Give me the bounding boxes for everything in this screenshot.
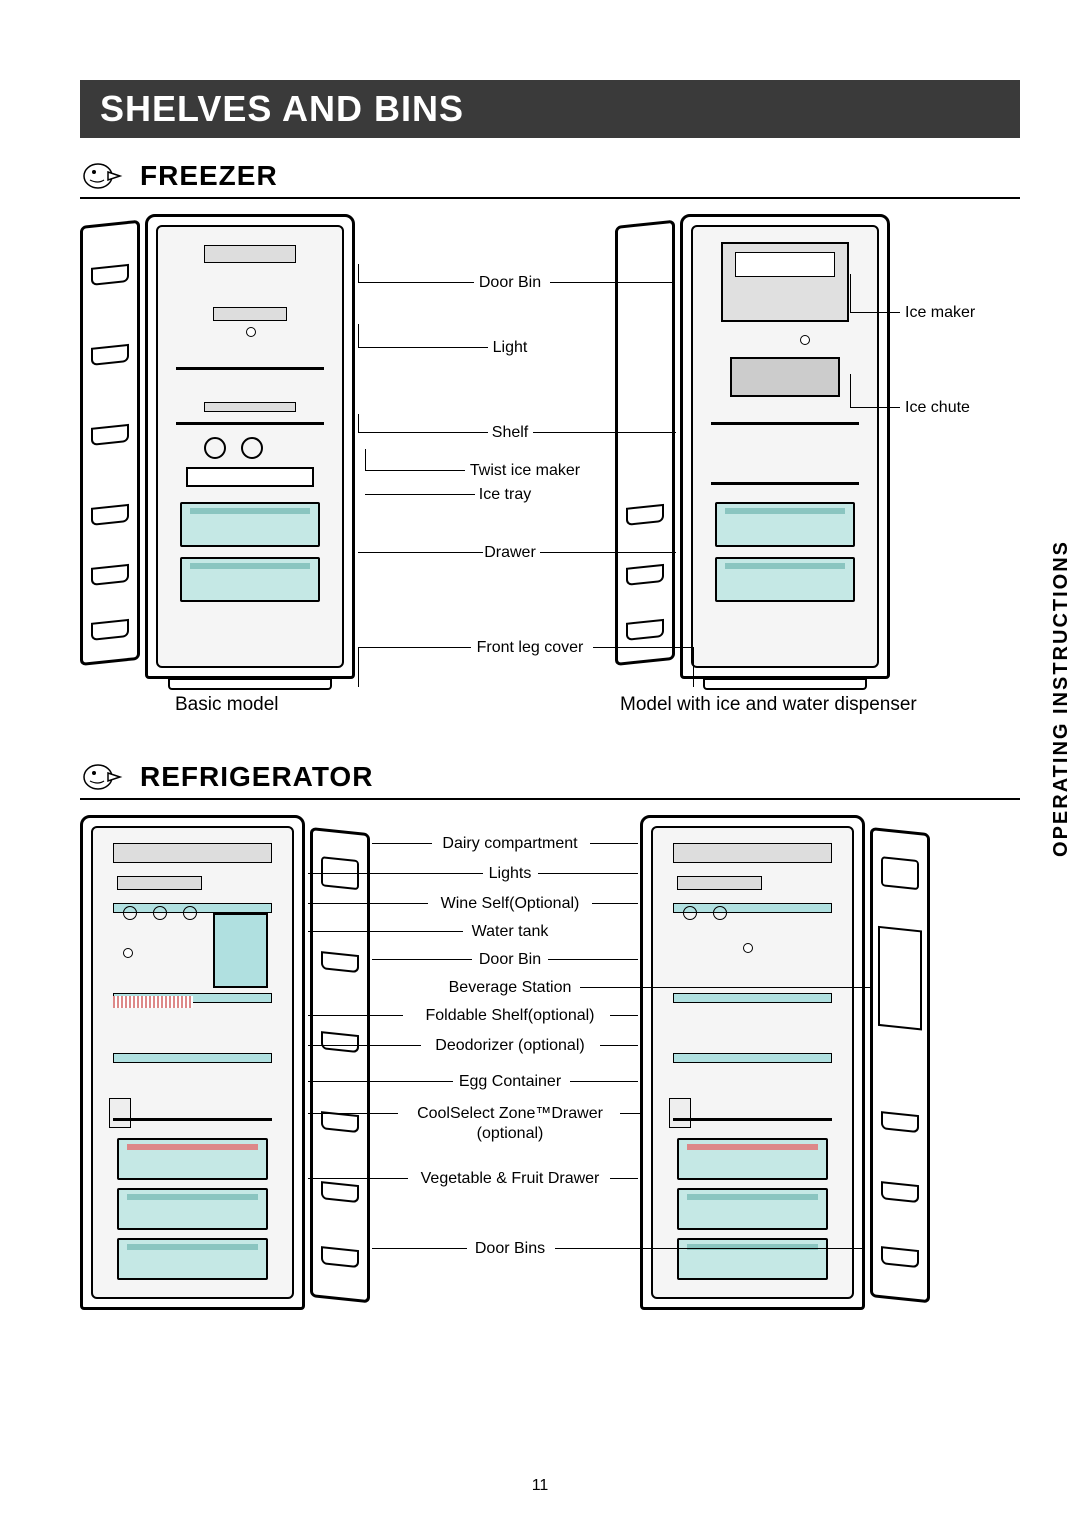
label-dairy: Dairy compartment — [442, 835, 577, 853]
refrigerator-diagram: Dairy compartment Lights Wine Self(Optio… — [80, 815, 1020, 1335]
label-door-bins: Door Bins — [475, 1240, 545, 1258]
fridge-right-body — [640, 815, 865, 1310]
freezer-right-body — [680, 214, 890, 679]
freezer-right-door — [615, 220, 675, 666]
label-wine: Wine Self(Optional) — [441, 895, 580, 913]
page-title: SHELVES AND BINS — [100, 88, 1000, 130]
label-coolselect2: (optional) — [477, 1125, 544, 1143]
label-egg: Egg Container — [459, 1073, 561, 1091]
hand-pointer-icon — [80, 158, 125, 193]
label-deodorizer: Deodorizer (optional) — [435, 1037, 584, 1055]
label-front-leg: Front leg cover — [477, 639, 584, 657]
section-header-refrigerator: REFRIGERATOR — [80, 759, 1020, 800]
freezer-left-door — [80, 220, 140, 666]
page-title-bar: SHELVES AND BINS — [80, 80, 1020, 138]
label-twist-ice: Twist ice maker — [470, 462, 580, 480]
label-ice-maker: Ice maker — [905, 304, 975, 322]
fridge-right-door — [870, 827, 930, 1303]
label-beverage: Beverage Station — [449, 979, 572, 997]
label-lights: Lights — [489, 865, 532, 883]
freezer-left-body — [145, 214, 355, 679]
label-ice-tray: Ice tray — [479, 486, 531, 504]
side-tab: OPERATING INSTRUCTIONS — [1045, 530, 1080, 867]
fridge-left-body — [80, 815, 305, 1310]
freezer-diagram: Door Bin Light Shelf Twist ice maker Ice… — [80, 214, 1020, 734]
label-door-bin2: Door Bin — [479, 951, 541, 969]
label-water-tank: Water tank — [472, 923, 549, 941]
label-foldable: Foldable Shelf(optional) — [426, 1007, 595, 1025]
section-heading-refrigerator: REFRIGERATOR — [140, 761, 373, 793]
fridge-left-door — [310, 827, 370, 1303]
label-coolselect: CoolSelect Zone™Drawer — [417, 1105, 603, 1123]
label-shelf: Shelf — [492, 424, 528, 442]
label-door-bin: Door Bin — [479, 274, 541, 292]
label-veg: Vegetable & Fruit Drawer — [421, 1170, 600, 1188]
section-header-freezer: FREEZER — [80, 158, 1020, 199]
caption-basic-model: Basic model — [175, 694, 279, 716]
label-ice-chute: Ice chute — [905, 399, 970, 417]
hand-pointer-icon — [80, 759, 125, 794]
label-drawer: Drawer — [484, 544, 536, 562]
caption-dispenser-model: Model with ice and water dispenser — [620, 694, 917, 716]
label-light: Light — [493, 339, 528, 357]
section-heading-freezer: FREEZER — [140, 160, 278, 192]
page-number: 11 — [532, 1477, 549, 1495]
